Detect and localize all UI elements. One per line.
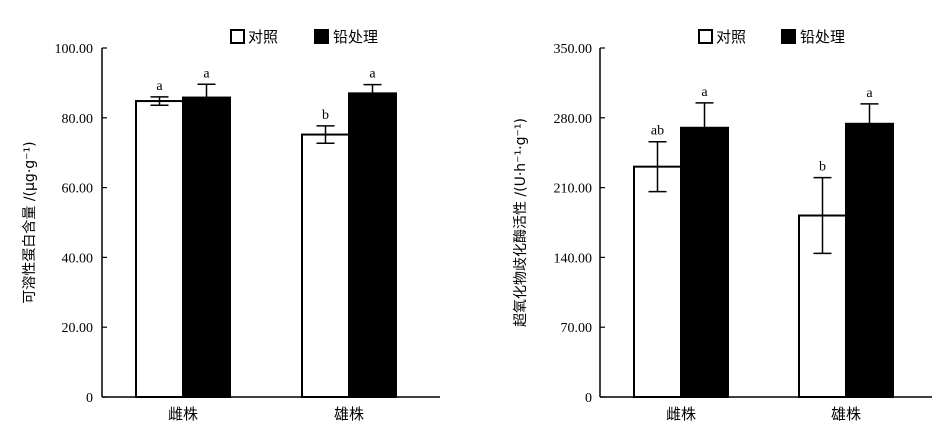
bar-lead-1 bbox=[680, 126, 729, 399]
legend-2-lead-label: 铅处理 bbox=[800, 28, 845, 46]
y-tick-label: 350.00 bbox=[554, 42, 593, 57]
legend-2: 对照 铅处理 bbox=[698, 28, 845, 46]
significance-label: b bbox=[819, 160, 826, 175]
y-tick-label: 280.00 bbox=[554, 112, 593, 127]
bar-lead-1 bbox=[182, 96, 231, 398]
bar-lead-2 bbox=[348, 92, 397, 399]
y-axis-label: 可溶性蛋白含量 /(μg·g⁻¹) bbox=[22, 141, 38, 303]
bar-control-1 bbox=[633, 165, 682, 398]
significance-label: b bbox=[322, 108, 329, 123]
plot-sod-activity: 0 70.00 140.00 210.00 280.00 350.00 超氧化物歧化酶活性 … bbox=[513, 42, 932, 423]
plot-soluble-protein: 0 20.00 40.00 60.00 80.00 100.00 可溶性蛋白含量 /(μg·… bbox=[22, 42, 440, 423]
y-tick-label: 0 bbox=[585, 391, 592, 406]
bar-control-2 bbox=[301, 133, 350, 398]
y-tick-label: 140.00 bbox=[554, 251, 593, 266]
significance-label: a bbox=[156, 79, 163, 94]
significance-label: a bbox=[369, 67, 376, 82]
significance-label: a bbox=[866, 86, 873, 101]
y-tick-label: 80.00 bbox=[62, 112, 94, 127]
x-category-label: 雄株 bbox=[831, 405, 861, 423]
x-category-label: 雄株 bbox=[334, 405, 364, 423]
legend-1-lead-swatch bbox=[314, 29, 329, 44]
y-tick-label: 40.00 bbox=[62, 251, 94, 266]
bar-control-1 bbox=[135, 100, 184, 398]
significance-label: ab bbox=[651, 124, 664, 139]
y-tick-label: 100.00 bbox=[55, 42, 94, 57]
y-tick-label: 210.00 bbox=[554, 182, 593, 197]
legend-1-lead-label: 铅处理 bbox=[333, 28, 378, 46]
y-tick-label: 70.00 bbox=[561, 321, 593, 336]
significance-label: a bbox=[203, 66, 210, 81]
legend-2-lead-swatch bbox=[781, 29, 796, 44]
significance-label: a bbox=[701, 85, 708, 100]
x-category-label: 雌株 bbox=[168, 405, 198, 423]
legend-2-control-label: 对照 bbox=[716, 28, 746, 46]
y-tick-label: 60.00 bbox=[62, 182, 94, 197]
y-axis-label: 超氧化物歧化酶活性 /(U·h⁻¹·g⁻¹) bbox=[513, 118, 529, 327]
legend-1: 对照 铅处理 bbox=[230, 28, 378, 46]
legend-1-control-swatch bbox=[230, 29, 245, 44]
legend-2-control-swatch bbox=[698, 29, 713, 44]
y-tick-label: 0 bbox=[86, 391, 93, 406]
legend-1-control-label: 对照 bbox=[248, 28, 278, 46]
x-category-label: 雌株 bbox=[666, 405, 696, 423]
bar-lead-2 bbox=[845, 122, 894, 398]
y-tick-label: 20.00 bbox=[62, 321, 94, 336]
